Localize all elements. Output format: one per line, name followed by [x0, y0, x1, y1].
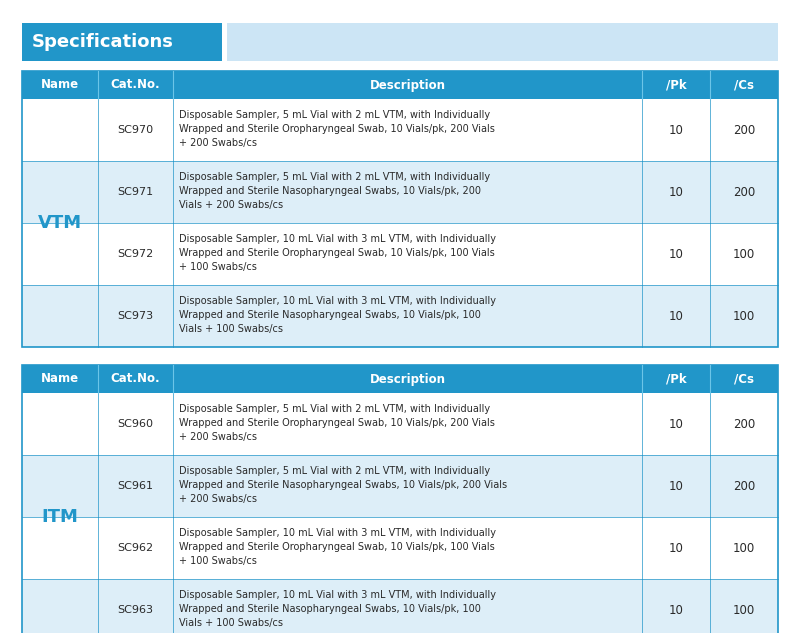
Text: 100: 100 — [733, 541, 755, 555]
Text: Disposable Sampler, 5 mL Vial with 2 mL VTM, with Individually
Wrapped and Steri: Disposable Sampler, 5 mL Vial with 2 mL … — [179, 404, 495, 442]
Bar — [22, 223, 778, 285]
Bar — [22, 161, 778, 223]
Text: 10: 10 — [669, 418, 683, 430]
Bar — [22, 393, 778, 455]
Text: Specifications: Specifications — [32, 33, 174, 51]
Text: 100: 100 — [733, 248, 755, 261]
Text: SC971: SC971 — [118, 187, 154, 197]
Text: Disposable Sampler, 5 mL Vial with 2 mL VTM, with Individually
Wrapped and Steri: Disposable Sampler, 5 mL Vial with 2 mL … — [179, 172, 490, 210]
Text: Disposable Sampler, 5 mL Vial with 2 mL VTM, with Individually
Wrapped and Steri: Disposable Sampler, 5 mL Vial with 2 mL … — [179, 467, 507, 504]
Bar — [222, 23, 227, 61]
Text: /Pk: /Pk — [666, 372, 686, 385]
Text: Disposable Sampler, 10 mL Vial with 3 mL VTM, with Individually
Wrapped and Ster: Disposable Sampler, 10 mL Vial with 3 mL… — [179, 234, 496, 272]
Text: 100: 100 — [733, 603, 755, 617]
Bar — [22, 517, 778, 579]
Text: SC970: SC970 — [118, 125, 154, 135]
Text: SC960: SC960 — [118, 419, 154, 429]
Bar — [22, 23, 222, 61]
Text: Disposable Sampler, 10 mL Vial with 3 mL VTM, with Individually
Wrapped and Ster: Disposable Sampler, 10 mL Vial with 3 mL… — [179, 296, 496, 334]
Text: SC962: SC962 — [118, 543, 154, 553]
Text: 200: 200 — [733, 185, 755, 199]
Text: /Cs: /Cs — [734, 78, 754, 92]
Text: Disposable Sampler, 10 mL Vial with 3 mL VTM, with Individually
Wrapped and Ster: Disposable Sampler, 10 mL Vial with 3 mL… — [179, 591, 496, 627]
Text: SC963: SC963 — [118, 605, 154, 615]
Text: 100: 100 — [733, 310, 755, 322]
Text: ITM: ITM — [42, 508, 78, 526]
Bar — [22, 71, 778, 99]
Bar — [22, 455, 778, 517]
Text: Name: Name — [41, 78, 79, 92]
Text: SC973: SC973 — [118, 311, 154, 321]
Text: 10: 10 — [669, 123, 683, 137]
Text: 10: 10 — [669, 603, 683, 617]
Text: 10: 10 — [669, 541, 683, 555]
Text: Cat.No.: Cat.No. — [110, 78, 160, 92]
Bar — [22, 579, 778, 633]
Text: Description: Description — [370, 78, 446, 92]
Text: 10: 10 — [669, 185, 683, 199]
Text: VTM: VTM — [38, 214, 82, 232]
Text: 10: 10 — [669, 310, 683, 322]
Text: 10: 10 — [669, 480, 683, 492]
Text: Description: Description — [370, 372, 446, 385]
Text: SC972: SC972 — [118, 249, 154, 259]
Bar — [22, 365, 778, 393]
Text: Disposable Sampler, 10 mL Vial with 3 mL VTM, with Individually
Wrapped and Ster: Disposable Sampler, 10 mL Vial with 3 mL… — [179, 529, 496, 566]
Text: /Cs: /Cs — [734, 372, 754, 385]
Bar — [227, 23, 778, 61]
Text: Name: Name — [41, 372, 79, 385]
Text: /Pk: /Pk — [666, 78, 686, 92]
Text: Cat.No.: Cat.No. — [110, 372, 160, 385]
Bar — [22, 99, 778, 161]
Text: 200: 200 — [733, 123, 755, 137]
Text: 10: 10 — [669, 248, 683, 261]
Bar — [22, 71, 778, 347]
Bar — [22, 285, 778, 347]
Text: Disposable Sampler, 5 mL Vial with 2 mL VTM, with Individually
Wrapped and Steri: Disposable Sampler, 5 mL Vial with 2 mL … — [179, 110, 495, 147]
Text: SC961: SC961 — [118, 481, 154, 491]
Text: 200: 200 — [733, 418, 755, 430]
Bar — [22, 365, 778, 633]
Text: 200: 200 — [733, 480, 755, 492]
